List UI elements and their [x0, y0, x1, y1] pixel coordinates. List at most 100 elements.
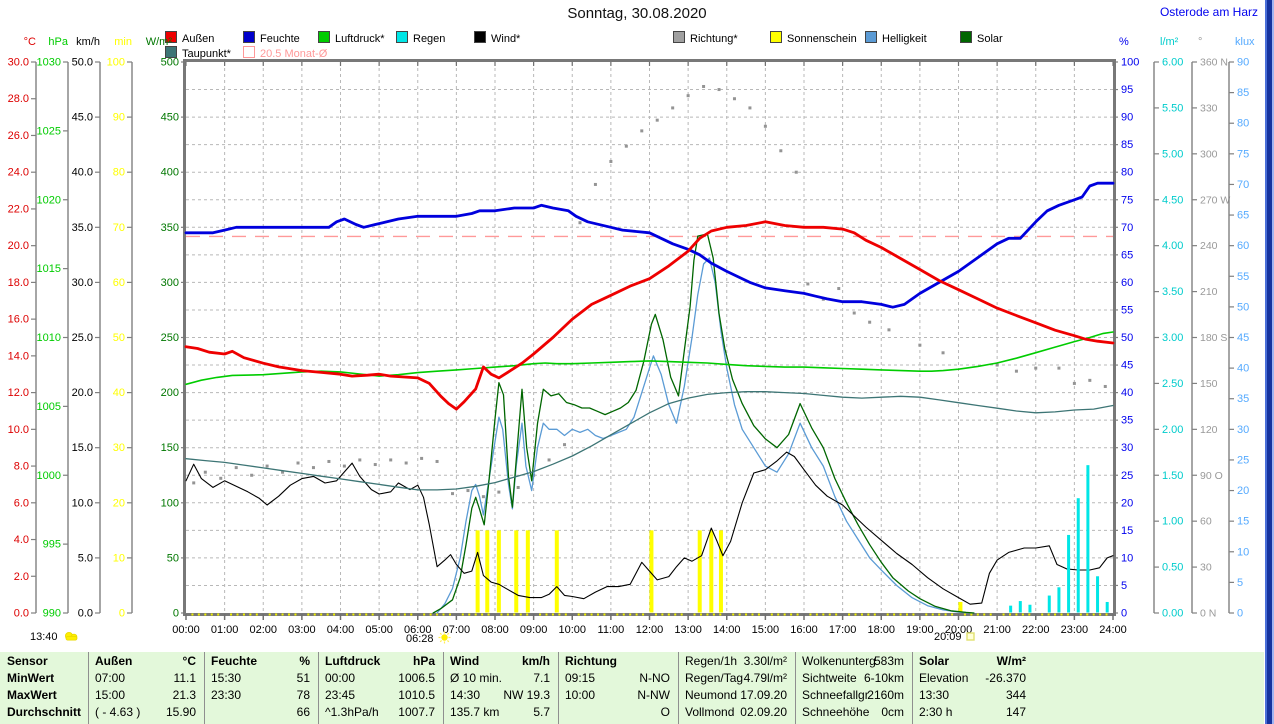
- cell-value: hPa: [412, 654, 435, 668]
- svg-text:270 W: 270 W: [1200, 194, 1230, 206]
- legend-item-helligkeit: Helligkeit: [865, 31, 927, 45]
- table-separator: [318, 652, 319, 724]
- sunrise-marker: 06:28: [406, 631, 451, 645]
- table-cell-header-2: Luftdruck hPa: [325, 654, 435, 670]
- table-cell-0-2: ( - 4.63 ) 15.90: [95, 705, 196, 721]
- svg-text:19:00: 19:00: [906, 624, 934, 636]
- svg-text:%: %: [1119, 36, 1129, 48]
- legend-item-richtung-: Richtung*: [673, 31, 738, 45]
- legend-swatch: [960, 31, 972, 43]
- cell-label: Richtung: [565, 654, 617, 668]
- svg-text:75: 75: [1121, 194, 1133, 206]
- table-cell-7-0: Elevation -26.370: [919, 671, 1026, 687]
- svg-text:5.50: 5.50: [1162, 102, 1183, 114]
- svg-text:0: 0: [1237, 608, 1243, 620]
- table-separator: [558, 652, 559, 724]
- cell-value: 1006.5: [398, 671, 435, 685]
- svg-text:180 S: 180 S: [1200, 332, 1227, 344]
- axes: °C 30.0 28.0 26.0 24.0 22.0 20.0 18.0 16.0 14.0 12…: [8, 36, 1255, 620]
- svg-text:100: 100: [1121, 57, 1139, 69]
- svg-text:07:00: 07:00: [443, 624, 471, 636]
- cell-value: 0cm: [881, 705, 904, 719]
- svg-text:40: 40: [1237, 363, 1249, 375]
- svg-text:15: 15: [1237, 516, 1249, 528]
- svg-text:50: 50: [1237, 301, 1249, 313]
- svg-text:90 O: 90 O: [1200, 470, 1223, 482]
- svg-text:01:00: 01:00: [211, 624, 239, 636]
- legend-label: Sonnenschein: [787, 33, 857, 45]
- svg-text:09:00: 09:00: [520, 624, 548, 636]
- svg-text:00:00: 00:00: [172, 624, 200, 636]
- svg-text:20:00: 20:00: [945, 624, 973, 636]
- svg-text:250: 250: [161, 332, 179, 344]
- svg-text:0: 0: [173, 608, 179, 620]
- cell-label: Sichtweite: [802, 671, 857, 685]
- svg-text:1005: 1005: [37, 401, 61, 413]
- table-cell-1-1: 23:30 78: [211, 688, 310, 704]
- cell-label: 09:15: [565, 671, 596, 685]
- cell-value: 1010.5: [398, 688, 435, 702]
- table-separator: [443, 652, 444, 724]
- svg-text:3.00: 3.00: [1162, 332, 1183, 344]
- svg-text:60: 60: [1200, 516, 1212, 528]
- cell-label: Durchschnitt: [7, 705, 82, 719]
- cell-value: NW 19.3: [503, 688, 550, 702]
- svg-text:45: 45: [1237, 332, 1249, 344]
- table-separator: [912, 652, 913, 724]
- table-cell-rowlabel-0: Sensor: [7, 654, 80, 670]
- cell-label: 23:45: [325, 688, 356, 702]
- cell-label: Sensor: [7, 654, 48, 668]
- cell-value: O: [660, 705, 670, 719]
- svg-text:10: 10: [1237, 546, 1249, 558]
- svg-text:30: 30: [1200, 562, 1212, 574]
- svg-text:15:00: 15:00: [752, 624, 780, 636]
- svg-text:1.00: 1.00: [1162, 516, 1183, 528]
- table-cell-header-0: Außen °C: [95, 654, 196, 670]
- cell-label: MaxWert: [7, 688, 57, 702]
- svg-text:50: 50: [1121, 332, 1133, 344]
- sunrise-sun-icon: [438, 631, 451, 644]
- svg-text:40: 40: [1121, 387, 1133, 399]
- cell-label: Regen/1h: [685, 654, 738, 668]
- svg-text:5: 5: [1121, 580, 1127, 592]
- table-cell-2-1: 23:45 1010.5: [325, 688, 435, 704]
- series-group: [184, 84, 1115, 614]
- table-cell-2-0: 00:00 1006.5: [325, 671, 435, 687]
- svg-text:26.0: 26.0: [8, 130, 29, 142]
- series-helligkeit: [436, 257, 973, 614]
- svg-text:l/m²: l/m²: [1160, 36, 1179, 48]
- svg-text:16:00: 16:00: [790, 624, 818, 636]
- cell-value: 15.90: [165, 705, 196, 719]
- svg-text:0.00: 0.00: [1162, 608, 1183, 620]
- svg-text:03:00: 03:00: [288, 624, 316, 636]
- svg-text:400: 400: [161, 167, 179, 179]
- table-separator: [88, 652, 89, 724]
- cell-value: -26.370: [985, 671, 1026, 685]
- svg-text:35: 35: [1237, 393, 1249, 405]
- legend-item-luftdruck-: Luftdruck*: [318, 31, 385, 45]
- axis-: ° 360 N 330 300 270 W 240 210 180 S 150 120 90 O 60…: [1191, 36, 1230, 620]
- table-separator: [204, 652, 205, 724]
- cell-label: Außen: [95, 654, 133, 668]
- svg-text:8.0: 8.0: [14, 461, 29, 473]
- table-cell-0-0: 07:00 11.1: [95, 671, 196, 687]
- svg-text:4.0: 4.0: [14, 534, 29, 546]
- svg-text:1015: 1015: [37, 263, 61, 275]
- sunset-time: 20:09: [934, 631, 962, 643]
- svg-text:150: 150: [161, 442, 179, 454]
- table-cell-6-2: Schneehöhe 0cm: [802, 705, 904, 721]
- legend-swatch: [396, 31, 408, 43]
- legend-label: 20.5 Monat-Ø: [260, 48, 328, 60]
- cell-value: 78: [296, 688, 310, 702]
- svg-text:28.0: 28.0: [8, 93, 29, 105]
- cell-label: Vollmond: [685, 705, 735, 719]
- svg-text:30: 30: [1121, 442, 1133, 454]
- svg-text:°C: °C: [24, 36, 36, 48]
- svg-text:80: 80: [113, 167, 125, 179]
- svg-text:08:00: 08:00: [481, 624, 509, 636]
- svg-text:330: 330: [1200, 102, 1218, 114]
- sunset-square-icon: [965, 632, 975, 641]
- svg-text:1025: 1025: [37, 125, 61, 137]
- svg-text:0: 0: [1121, 608, 1127, 620]
- svg-text:15.0: 15.0: [72, 442, 93, 454]
